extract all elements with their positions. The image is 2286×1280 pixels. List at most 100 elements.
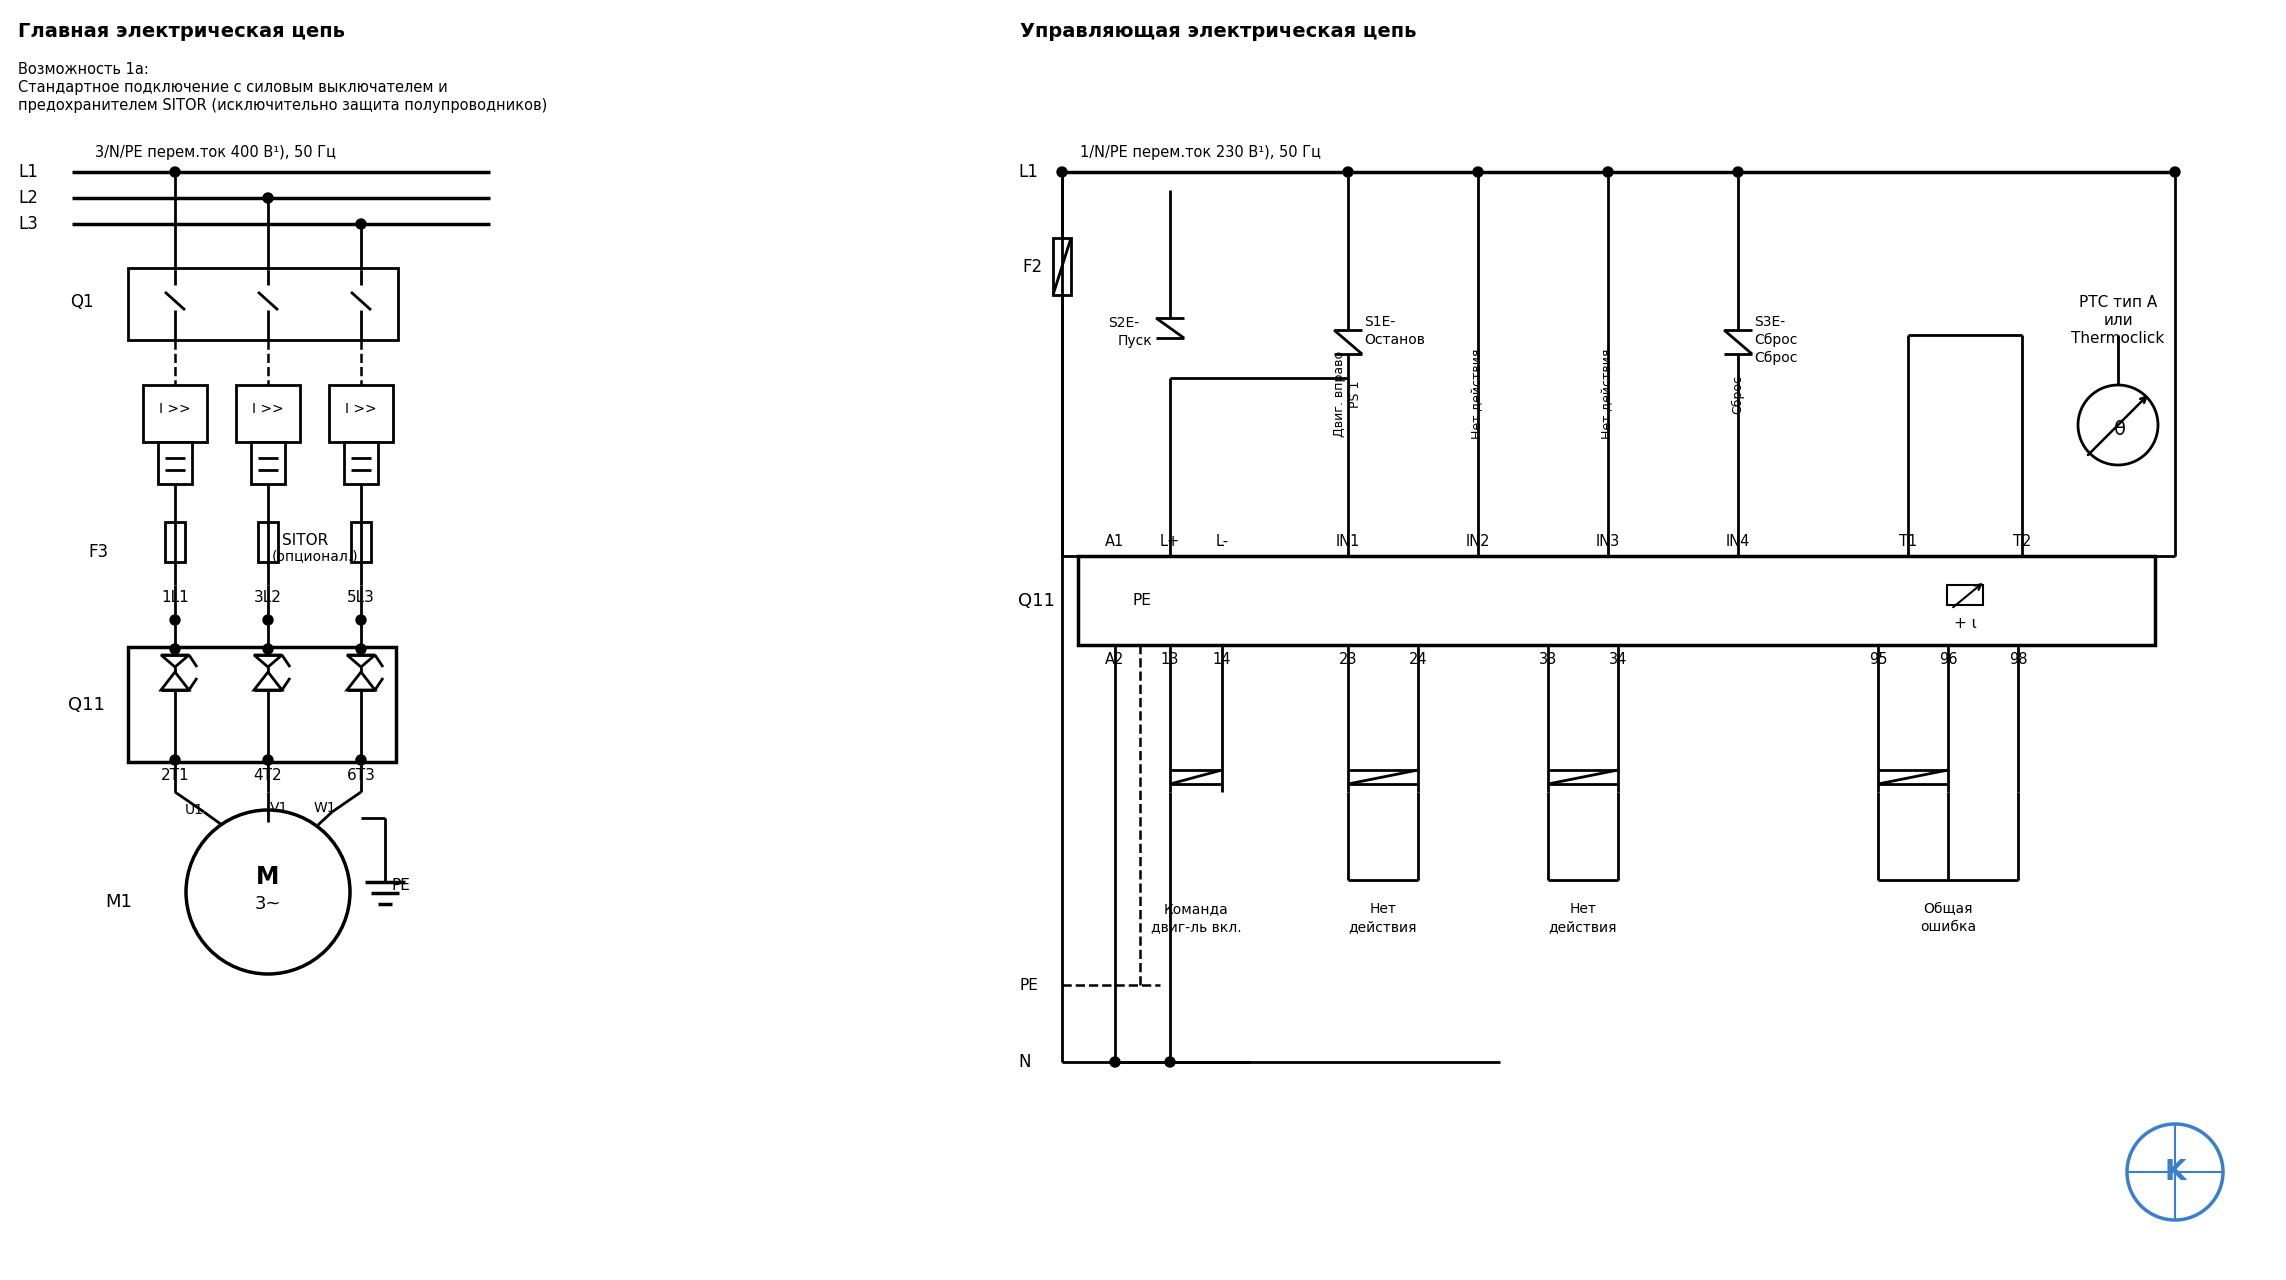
Text: 1/N/PE перем.ток 230 В¹), 50 Гц: 1/N/PE перем.ток 230 В¹), 50 Гц <box>1079 145 1321 160</box>
Text: M: M <box>256 865 279 890</box>
Text: Q11: Q11 <box>69 695 105 713</box>
Text: IN2: IN2 <box>1465 534 1490 549</box>
Text: Команда: Команда <box>1164 902 1228 916</box>
Text: 98: 98 <box>2009 652 2028 667</box>
Text: A2: A2 <box>1106 652 1125 667</box>
Text: W1: W1 <box>313 801 336 815</box>
Text: IN4: IN4 <box>1726 534 1751 549</box>
Text: Сброс: Сброс <box>1753 333 1797 347</box>
Text: РТС тип А: РТС тип А <box>2078 294 2158 310</box>
Text: SITOR: SITOR <box>281 532 329 548</box>
Bar <box>165 522 185 562</box>
Circle shape <box>1733 166 1742 177</box>
Text: PE: PE <box>1020 978 1038 992</box>
Circle shape <box>1111 1057 1120 1068</box>
Circle shape <box>263 193 272 204</box>
Text: 5L3: 5L3 <box>347 590 375 604</box>
Text: A1: A1 <box>1106 534 1125 549</box>
Text: I >>: I >> <box>345 402 377 416</box>
Text: двиг-ль вкл.: двиг-ль вкл. <box>1150 920 1241 934</box>
Circle shape <box>169 755 181 765</box>
Text: 3L2: 3L2 <box>254 590 281 604</box>
Text: предохранителем SITOR (исключительно защита полупроводников): предохранителем SITOR (исключительно защ… <box>18 99 546 113</box>
Text: L1: L1 <box>18 163 39 180</box>
Text: 3~: 3~ <box>254 895 281 913</box>
Bar <box>144 385 208 442</box>
Text: действия: действия <box>1548 920 1616 934</box>
Text: IN1: IN1 <box>1335 534 1360 549</box>
Text: 23: 23 <box>1340 652 1358 667</box>
Text: F3: F3 <box>87 543 107 561</box>
Text: S3E-: S3E- <box>1753 315 1785 329</box>
Circle shape <box>2169 166 2181 177</box>
Bar <box>1948 585 1982 605</box>
Bar <box>251 442 286 484</box>
Text: IN3: IN3 <box>1596 534 1621 549</box>
Text: K: K <box>2165 1158 2185 1187</box>
Text: Главная электрическая цепь: Главная электрическая цепь <box>18 22 345 41</box>
Text: Q11: Q11 <box>1017 591 1054 609</box>
Text: L3: L3 <box>18 215 39 233</box>
Circle shape <box>169 644 181 654</box>
Bar <box>329 385 393 442</box>
Text: L2: L2 <box>18 189 39 207</box>
Bar <box>1079 556 2156 645</box>
Text: Нет действия: Нет действия <box>1472 349 1484 439</box>
Text: M1: M1 <box>105 893 133 911</box>
Text: 96: 96 <box>1939 652 1957 667</box>
Text: L-: L- <box>1216 534 1228 549</box>
Circle shape <box>357 219 366 229</box>
Text: S2E-: S2E- <box>1109 316 1138 330</box>
Circle shape <box>169 166 181 177</box>
Text: или: или <box>2103 312 2133 328</box>
Text: I >>: I >> <box>251 402 283 416</box>
Text: θ: θ <box>2115 420 2126 439</box>
Text: Thermoclick: Thermoclick <box>2071 330 2165 346</box>
Text: Останов: Останов <box>1365 333 1424 347</box>
Bar <box>158 442 192 484</box>
Text: 6T3: 6T3 <box>347 768 375 782</box>
Circle shape <box>1166 1057 1175 1068</box>
Text: Сброс: Сброс <box>1731 375 1744 413</box>
Text: Нет: Нет <box>1369 902 1397 916</box>
Text: + ι: + ι <box>1955 616 1977 631</box>
Bar <box>235 385 299 442</box>
Text: Нет: Нет <box>1570 902 1596 916</box>
Text: Двиг. вправо
PS 1: Двиг. вправо PS 1 <box>1333 351 1362 436</box>
Text: ошибка: ошибка <box>1920 920 1975 934</box>
Circle shape <box>1472 166 1484 177</box>
Text: PE: PE <box>391 878 409 892</box>
Circle shape <box>357 755 366 765</box>
Circle shape <box>263 755 272 765</box>
Text: Сброс: Сброс <box>1753 351 1797 365</box>
Text: PE: PE <box>1132 593 1152 608</box>
Text: 24: 24 <box>1408 652 1426 667</box>
Text: 13: 13 <box>1161 652 1180 667</box>
Text: T2: T2 <box>2012 534 2032 549</box>
Text: F2: F2 <box>1022 259 1042 276</box>
Text: 4T2: 4T2 <box>254 768 281 782</box>
Text: L1: L1 <box>1017 163 1038 180</box>
Circle shape <box>169 614 181 625</box>
Bar <box>1054 238 1072 294</box>
Text: 2T1: 2T1 <box>160 768 190 782</box>
Text: L+: L+ <box>1159 534 1180 549</box>
Text: Управляющая электрическая цепь: Управляющая электрическая цепь <box>1020 22 1417 41</box>
Text: 33: 33 <box>1538 652 1557 667</box>
Text: 14: 14 <box>1214 652 1232 667</box>
Text: T1: T1 <box>1900 534 1918 549</box>
Text: действия: действия <box>1349 920 1417 934</box>
Circle shape <box>263 614 272 625</box>
Text: (опционал.): (опционал.) <box>272 549 359 563</box>
Text: 1L1: 1L1 <box>160 590 190 604</box>
Text: 95: 95 <box>1868 652 1888 667</box>
Text: Возможность 1а:: Возможность 1а: <box>18 61 149 77</box>
Circle shape <box>1342 166 1353 177</box>
Text: N: N <box>1017 1053 1031 1071</box>
Circle shape <box>263 644 272 654</box>
Text: V1: V1 <box>270 801 288 815</box>
Text: 3/N/PE перем.ток 400 В¹), 50 Гц: 3/N/PE перем.ток 400 В¹), 50 Гц <box>96 145 336 160</box>
Circle shape <box>1056 166 1068 177</box>
Text: Нет действия: Нет действия <box>1602 349 1614 439</box>
Text: S1E-: S1E- <box>1365 315 1394 329</box>
